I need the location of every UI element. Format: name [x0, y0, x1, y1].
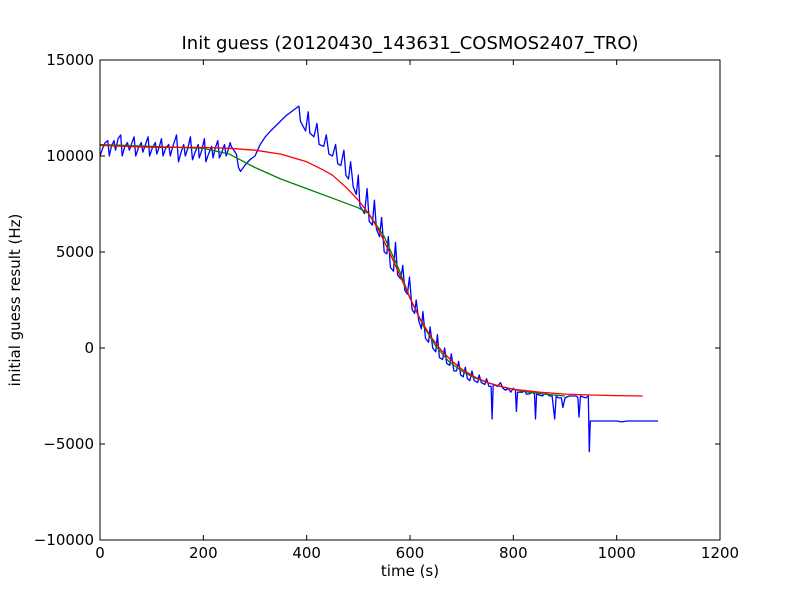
x-tick-label: 800 [499, 544, 528, 562]
y-axis-ticks: −10000 −5000 0 5000 10000 15000 [34, 51, 720, 549]
y-tick-label: 0 [84, 339, 94, 357]
y-axis-label: initial guess result (Hz) [6, 214, 24, 387]
series-layer [100, 105, 658, 453]
y-tick-label: 10000 [46, 147, 94, 165]
series-line-3 [100, 144, 643, 397]
x-tick-label: 1000 [598, 544, 636, 562]
x-tick-label: 0 [95, 544, 105, 562]
x-tick-label: 400 [292, 544, 321, 562]
chart-title: Init guess (20120430_143631_COSMOS2407_T… [181, 33, 638, 54]
x-tick-label: 200 [189, 544, 218, 562]
y-tick-label: 15000 [46, 51, 94, 69]
y-tick-label: −10000 [34, 531, 94, 549]
x-tick-label: 600 [396, 544, 425, 562]
y-tick-label: −5000 [43, 435, 94, 453]
y-tick-label: 5000 [56, 243, 94, 261]
x-axis-ticks: 0 200 400 600 800 1000 1200 [95, 60, 739, 562]
plot-area: 0 200 400 600 800 1000 1200 −10000 −5000 0 5000 10… [34, 51, 739, 562]
x-axis-label: time (s) [381, 562, 439, 580]
x-tick-label: 1200 [701, 544, 739, 562]
